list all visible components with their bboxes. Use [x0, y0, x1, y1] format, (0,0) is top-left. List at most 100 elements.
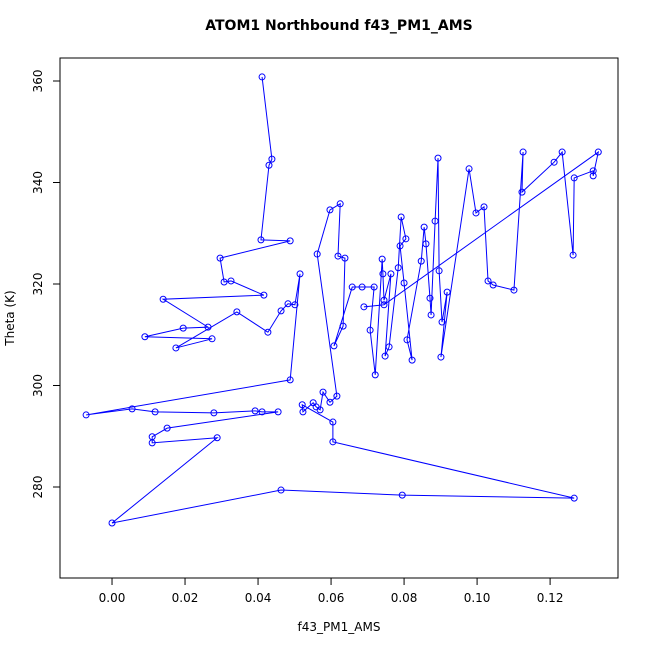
point	[257, 236, 265, 244]
connecting-line	[86, 76, 600, 524]
y-tick-label: 280	[31, 476, 45, 499]
point	[360, 303, 368, 311]
point	[277, 307, 285, 315]
point	[329, 438, 337, 446]
point	[403, 336, 411, 344]
point	[172, 344, 180, 352]
point	[420, 223, 428, 231]
point	[286, 376, 294, 384]
point	[434, 154, 442, 162]
point	[296, 270, 304, 278]
point	[286, 237, 294, 245]
point	[443, 288, 451, 296]
point	[570, 494, 578, 502]
point	[316, 406, 324, 414]
point	[438, 318, 446, 326]
point	[371, 371, 379, 379]
point	[381, 352, 389, 360]
point	[569, 251, 577, 259]
point	[313, 250, 321, 258]
point	[284, 300, 292, 308]
x-tick-label: 0.04	[245, 591, 272, 605]
point	[394, 264, 402, 272]
point	[274, 408, 282, 416]
point	[402, 235, 410, 243]
point	[128, 405, 136, 413]
x-tick-label: 0.00	[99, 591, 126, 605]
point	[251, 407, 259, 415]
point	[141, 333, 149, 341]
point	[366, 326, 374, 334]
point	[260, 291, 268, 299]
y-tick-label: 320	[31, 273, 45, 296]
point	[299, 408, 307, 416]
point	[484, 277, 492, 285]
point	[159, 295, 167, 303]
point	[341, 254, 349, 262]
point	[417, 257, 425, 265]
point	[435, 267, 443, 275]
point	[385, 343, 393, 351]
point	[213, 434, 221, 442]
point	[265, 161, 273, 169]
point	[396, 242, 404, 250]
point	[330, 342, 338, 350]
point	[334, 252, 342, 260]
x-axis-label: f43_PM1_AMS	[298, 620, 381, 634]
point	[589, 167, 597, 175]
x-tick-label: 0.12	[537, 591, 564, 605]
point	[472, 209, 480, 217]
point	[378, 255, 386, 263]
point	[258, 73, 266, 81]
point	[333, 392, 341, 400]
point	[227, 277, 235, 285]
point	[426, 294, 434, 302]
point	[589, 172, 597, 180]
point	[326, 398, 334, 406]
point	[151, 408, 159, 416]
x-tick-label: 0.10	[464, 591, 491, 605]
point	[422, 240, 430, 248]
point	[108, 519, 116, 527]
point	[370, 283, 378, 291]
y-axis-label: Theta (K)	[3, 290, 17, 346]
x-tick-label: 0.06	[318, 591, 345, 605]
point	[179, 324, 187, 332]
point	[558, 148, 566, 156]
point	[570, 174, 578, 182]
point	[380, 301, 388, 309]
point	[326, 206, 334, 214]
point	[519, 148, 527, 156]
y-tick-label: 340	[31, 171, 45, 194]
chart-title: ATOM1 Northbound f43_PM1_AMS	[205, 18, 472, 34]
point	[431, 217, 439, 225]
point	[291, 301, 299, 309]
point	[336, 200, 344, 208]
point	[398, 491, 406, 499]
point	[397, 213, 405, 221]
point	[400, 279, 408, 287]
point	[258, 408, 266, 416]
point	[210, 409, 218, 417]
x-tick-label: 0.02	[172, 591, 199, 605]
y-tick-label: 360	[31, 70, 45, 93]
point	[480, 203, 488, 211]
point	[348, 283, 356, 291]
plot-frame	[59, 57, 619, 579]
point	[204, 323, 212, 331]
point	[233, 308, 241, 316]
point	[437, 353, 445, 361]
y-tick-label: 300	[31, 374, 45, 397]
point	[220, 278, 228, 286]
point	[216, 254, 224, 262]
point	[379, 270, 387, 278]
point	[319, 388, 327, 396]
point	[277, 486, 285, 494]
point	[465, 165, 473, 173]
point	[380, 296, 388, 304]
point	[518, 188, 526, 196]
point	[510, 286, 518, 294]
point	[427, 311, 435, 319]
